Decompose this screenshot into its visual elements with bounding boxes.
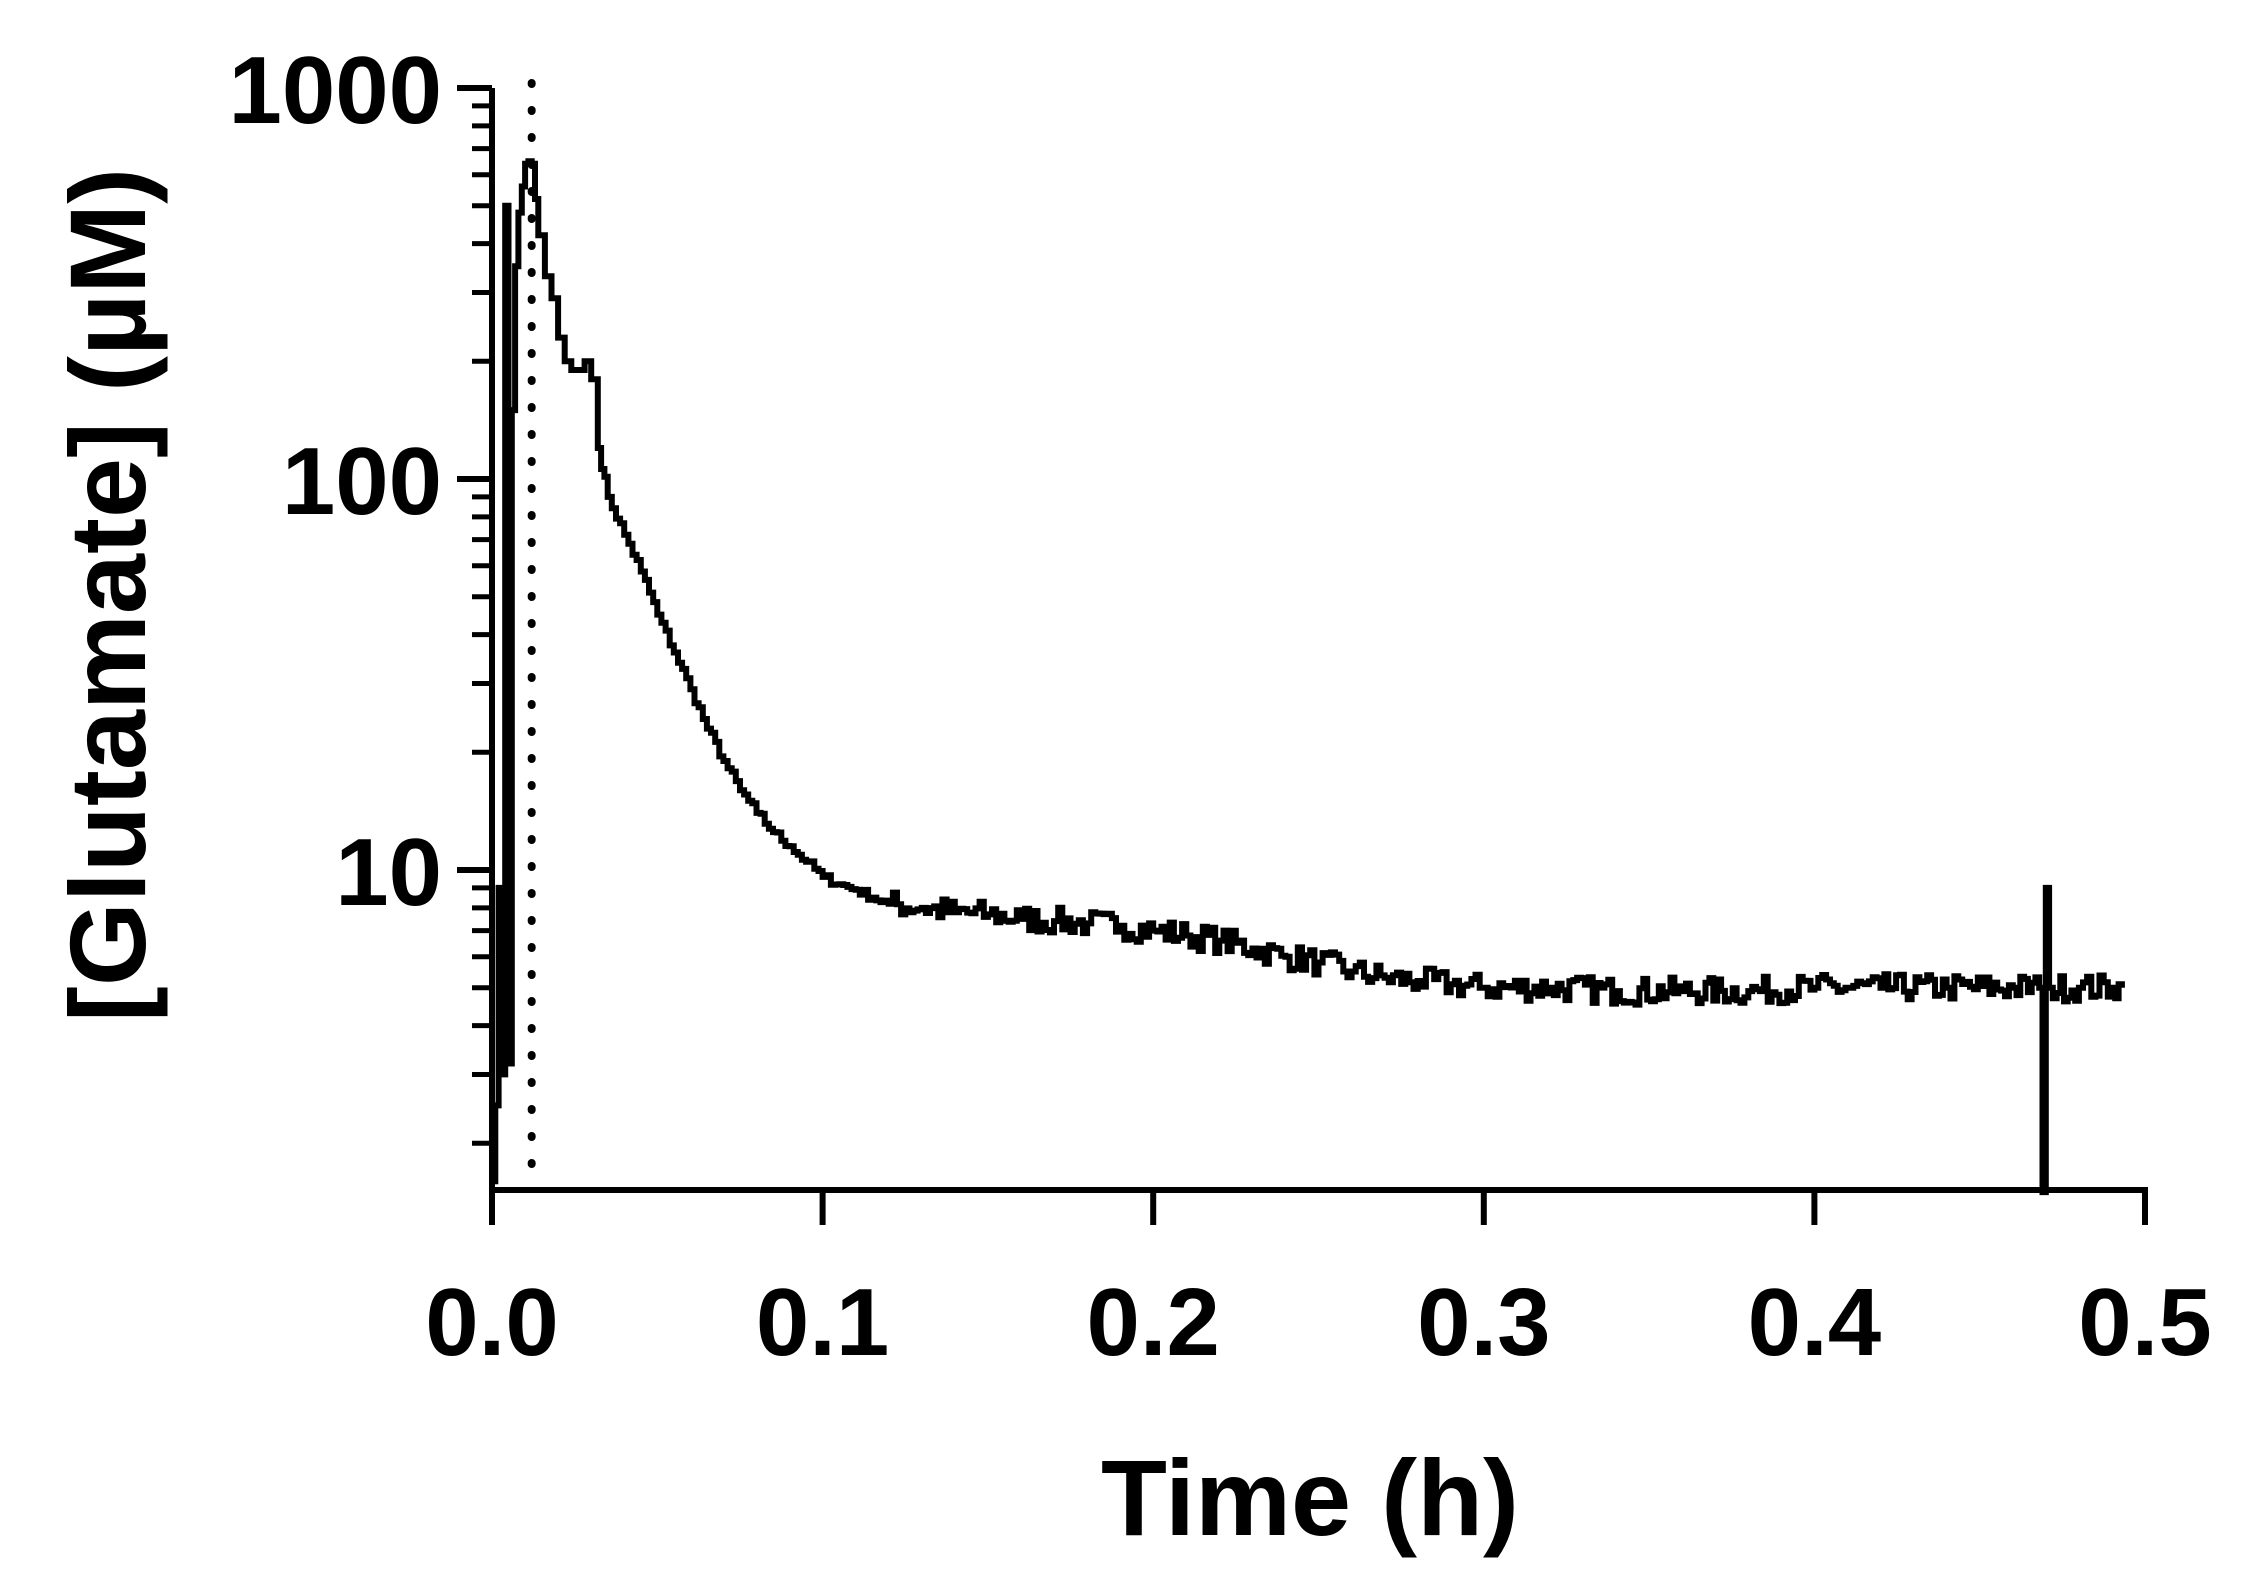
y-tick-label: 1000 bbox=[228, 37, 442, 144]
x-axis-title: Time (h) bbox=[1101, 1437, 1519, 1558]
y-tick-label: 10 bbox=[335, 819, 442, 926]
data-marks bbox=[492, 79, 2125, 1196]
axes: 0.0 0.1 0.2 0.3 0.4 0.5 10 100 1000 bbox=[228, 37, 2211, 1376]
x-tick-label: 0.1 bbox=[756, 1269, 889, 1376]
y-tick-label: 100 bbox=[282, 428, 442, 535]
x-tick-label: 0.5 bbox=[2078, 1269, 2211, 1376]
y-axis-title: [Glutamate] (µM) bbox=[47, 168, 168, 1022]
series-line bbox=[492, 158, 2125, 1196]
x-tick-label: 0.4 bbox=[1748, 1269, 1881, 1376]
x-tick-label: 0.0 bbox=[425, 1269, 558, 1376]
x-tick-label: 0.2 bbox=[1086, 1269, 1219, 1376]
x-tick-label: 0.3 bbox=[1417, 1269, 1550, 1376]
